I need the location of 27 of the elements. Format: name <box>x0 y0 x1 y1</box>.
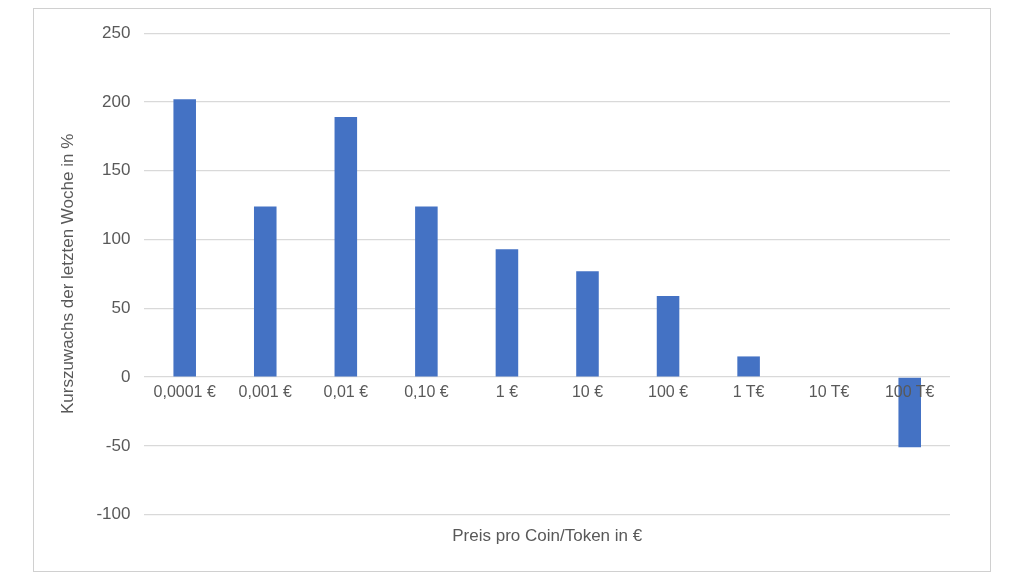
bar <box>173 99 196 377</box>
bar <box>576 271 599 377</box>
x-tick-label: 10 € <box>571 383 604 401</box>
x-axis-title: Preis pro Coin/Token in € <box>452 526 643 546</box>
bar <box>495 249 519 377</box>
x-tick-label: 0,01 € <box>323 383 369 401</box>
y-tick-label: -50 <box>105 435 131 455</box>
x-tick-label: 100 € <box>648 383 689 401</box>
x-tick-label: 10 T€ <box>808 383 850 401</box>
x-tick-label: 0,0001 € <box>153 383 216 401</box>
bar <box>656 295 680 377</box>
y-tick-label: 200 <box>102 91 131 111</box>
y-tick-label: 50 <box>111 297 131 317</box>
y-tick-label: 250 <box>102 22 131 42</box>
bar <box>737 356 760 377</box>
x-tick-label: 0,10 € <box>404 383 449 401</box>
y-tick-label: 150 <box>102 160 131 180</box>
x-tick-label: 0,001 € <box>238 383 293 401</box>
bar <box>415 206 438 377</box>
x-tick-label: 1 T€ <box>732 383 765 401</box>
bar <box>334 117 358 377</box>
y-tick-label: 100 <box>102 229 131 249</box>
x-tick-label: 1 € <box>495 383 519 401</box>
y-axis-title: Kurszuwachs der letzten Woche in % <box>57 133 77 415</box>
bar <box>253 206 277 377</box>
y-tick-label: -100 <box>96 504 131 524</box>
y-tick-label: 0 <box>120 366 131 386</box>
